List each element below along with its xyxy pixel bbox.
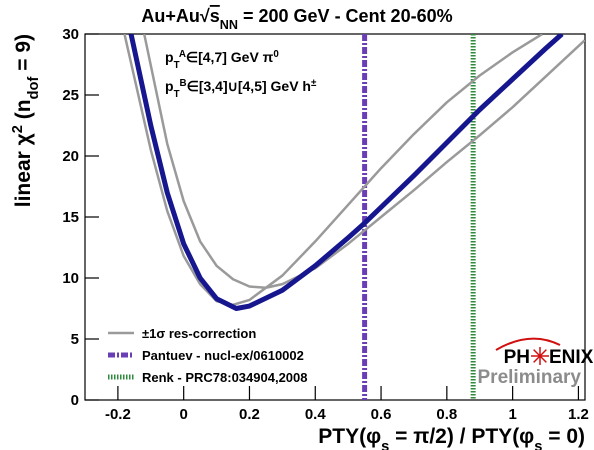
- x-tick-label: 0.8: [436, 406, 457, 423]
- chart-title-part: √: [200, 6, 210, 26]
- y-axis-label-part: 2: [10, 125, 26, 133]
- annotation-part: ±: [311, 78, 317, 89]
- logo-left: PH: [504, 347, 530, 368]
- x-axis-label-part: s: [534, 439, 542, 450]
- annotation-part: p: [165, 78, 174, 94]
- annotation: pTA∈[4,7] GeV π0: [165, 49, 279, 71]
- x-tick-label: 1: [508, 406, 516, 423]
- x-tick-label: -0.2: [105, 406, 131, 423]
- x-tick-label: 0.4: [305, 406, 327, 423]
- legend-label: ±1σ res-correction: [142, 326, 256, 341]
- logo-star: [539, 349, 547, 357]
- logo-star: [533, 349, 541, 357]
- annotation: pTB∈[3,4]∪[4,5] GeV h±: [165, 78, 317, 100]
- y-tick-label: 0: [71, 392, 79, 409]
- x-axis-label-part: = π/2) / PTY(φ: [389, 425, 534, 448]
- annotation-part: 0: [273, 49, 279, 60]
- logo-note: Preliminary: [478, 367, 582, 388]
- y-tick-label: 20: [62, 148, 79, 165]
- chart-title-part: s: [210, 6, 220, 26]
- y-tick-label: 15: [62, 209, 79, 226]
- x-axis-label: PTY(φs = π/2) / PTY(φs = 0): [318, 425, 585, 450]
- x-axis-label-part: = 0): [542, 425, 585, 448]
- annotation-part: B: [180, 78, 187, 89]
- logo-star: [539, 355, 547, 363]
- y-axis-label-part: = 9): [12, 34, 35, 77]
- legend-label: Pantuev - nucl-ex/0610002: [142, 348, 304, 363]
- x-axis-label-part: PTY(φ: [318, 425, 381, 448]
- y-tick-label: 10: [62, 270, 79, 287]
- y-tick-label: 25: [62, 87, 79, 104]
- annotation-part: T: [174, 60, 180, 71]
- x-tick-label: 0.6: [371, 406, 392, 423]
- x-tick-label: 0: [180, 406, 188, 423]
- x-tick-label: 0.2: [239, 406, 260, 423]
- y-tick-label: 5: [71, 331, 79, 348]
- y-axis-label: linear χ2 (ndof = 9): [10, 34, 42, 207]
- x-axis-label-part: s: [381, 439, 389, 450]
- logo-star: [533, 355, 541, 363]
- series-line: [128, 34, 564, 311]
- chart-title-part: Au+Au: [141, 6, 200, 26]
- chart-title: Au+Au√sNN = 200 GeV - Cent 20-60%: [141, 6, 452, 32]
- chart-title-part: = 200 GeV - Cent 20-60%: [238, 6, 453, 26]
- y-axis-label-part: (n: [12, 99, 35, 125]
- annotation-part: p: [165, 49, 174, 65]
- annotation-part: A: [179, 49, 186, 60]
- logo-swoosh: [495, 337, 561, 351]
- annotation-part: ∈[4,7] GeV π: [186, 49, 274, 65]
- x-tick-label: 1.2: [568, 406, 589, 423]
- logo-right: ENIX: [549, 347, 594, 368]
- y-axis-label-part: linear χ: [12, 133, 35, 207]
- chart-title-part: NN: [220, 18, 238, 32]
- legend-label: Renk - PRC78:034904,2008: [142, 370, 308, 385]
- annotation-part: T: [174, 89, 180, 100]
- annotation-part: ∈[3,4]∪[4,5] GeV h: [187, 78, 311, 94]
- y-tick-label: 30: [62, 26, 79, 43]
- y-axis-label-part: dof: [26, 77, 42, 100]
